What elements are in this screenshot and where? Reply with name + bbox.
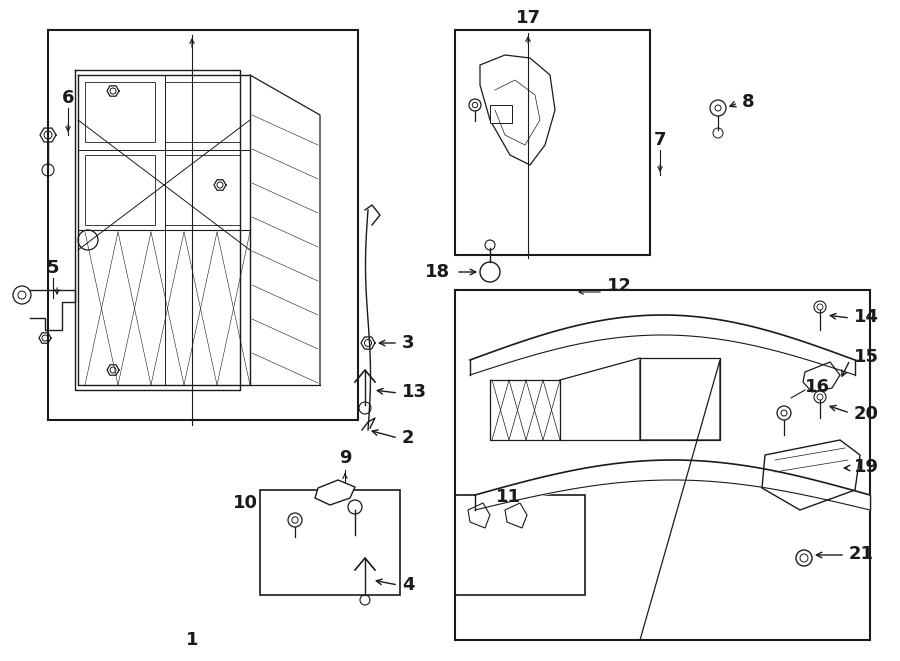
Text: 10: 10 <box>233 494 258 512</box>
Text: 21: 21 <box>849 545 874 563</box>
Polygon shape <box>762 440 860 510</box>
Text: 18: 18 <box>425 263 450 281</box>
Text: 7: 7 <box>653 131 666 149</box>
Text: 20: 20 <box>854 405 879 423</box>
Text: 19: 19 <box>854 458 879 476</box>
Text: 6: 6 <box>62 89 74 107</box>
Text: 5: 5 <box>47 259 59 277</box>
Bar <box>85 82 155 142</box>
Polygon shape <box>803 362 840 392</box>
Text: 8: 8 <box>742 93 754 111</box>
Circle shape <box>469 99 481 111</box>
Bar <box>455 495 585 595</box>
Text: 9: 9 <box>338 449 351 467</box>
Text: 15: 15 <box>854 348 879 366</box>
Text: 4: 4 <box>402 576 415 594</box>
Text: 13: 13 <box>402 383 427 401</box>
Text: 1: 1 <box>185 631 198 649</box>
Bar <box>455 30 650 255</box>
Bar <box>48 30 358 420</box>
Bar <box>85 155 155 225</box>
Text: 3: 3 <box>402 334 415 352</box>
Polygon shape <box>468 503 490 528</box>
Text: 2: 2 <box>402 429 415 447</box>
Text: 11: 11 <box>496 488 521 506</box>
Circle shape <box>78 230 98 250</box>
Polygon shape <box>505 503 527 528</box>
Bar <box>490 105 512 123</box>
Bar <box>455 290 870 640</box>
Polygon shape <box>480 55 555 165</box>
Bar <box>165 155 240 225</box>
Polygon shape <box>315 480 355 505</box>
Text: 16: 16 <box>805 378 830 396</box>
Text: 17: 17 <box>516 9 541 27</box>
Text: 12: 12 <box>607 277 632 295</box>
Bar <box>165 82 240 142</box>
Text: 14: 14 <box>854 308 879 326</box>
Circle shape <box>288 513 302 527</box>
Bar <box>260 490 400 595</box>
